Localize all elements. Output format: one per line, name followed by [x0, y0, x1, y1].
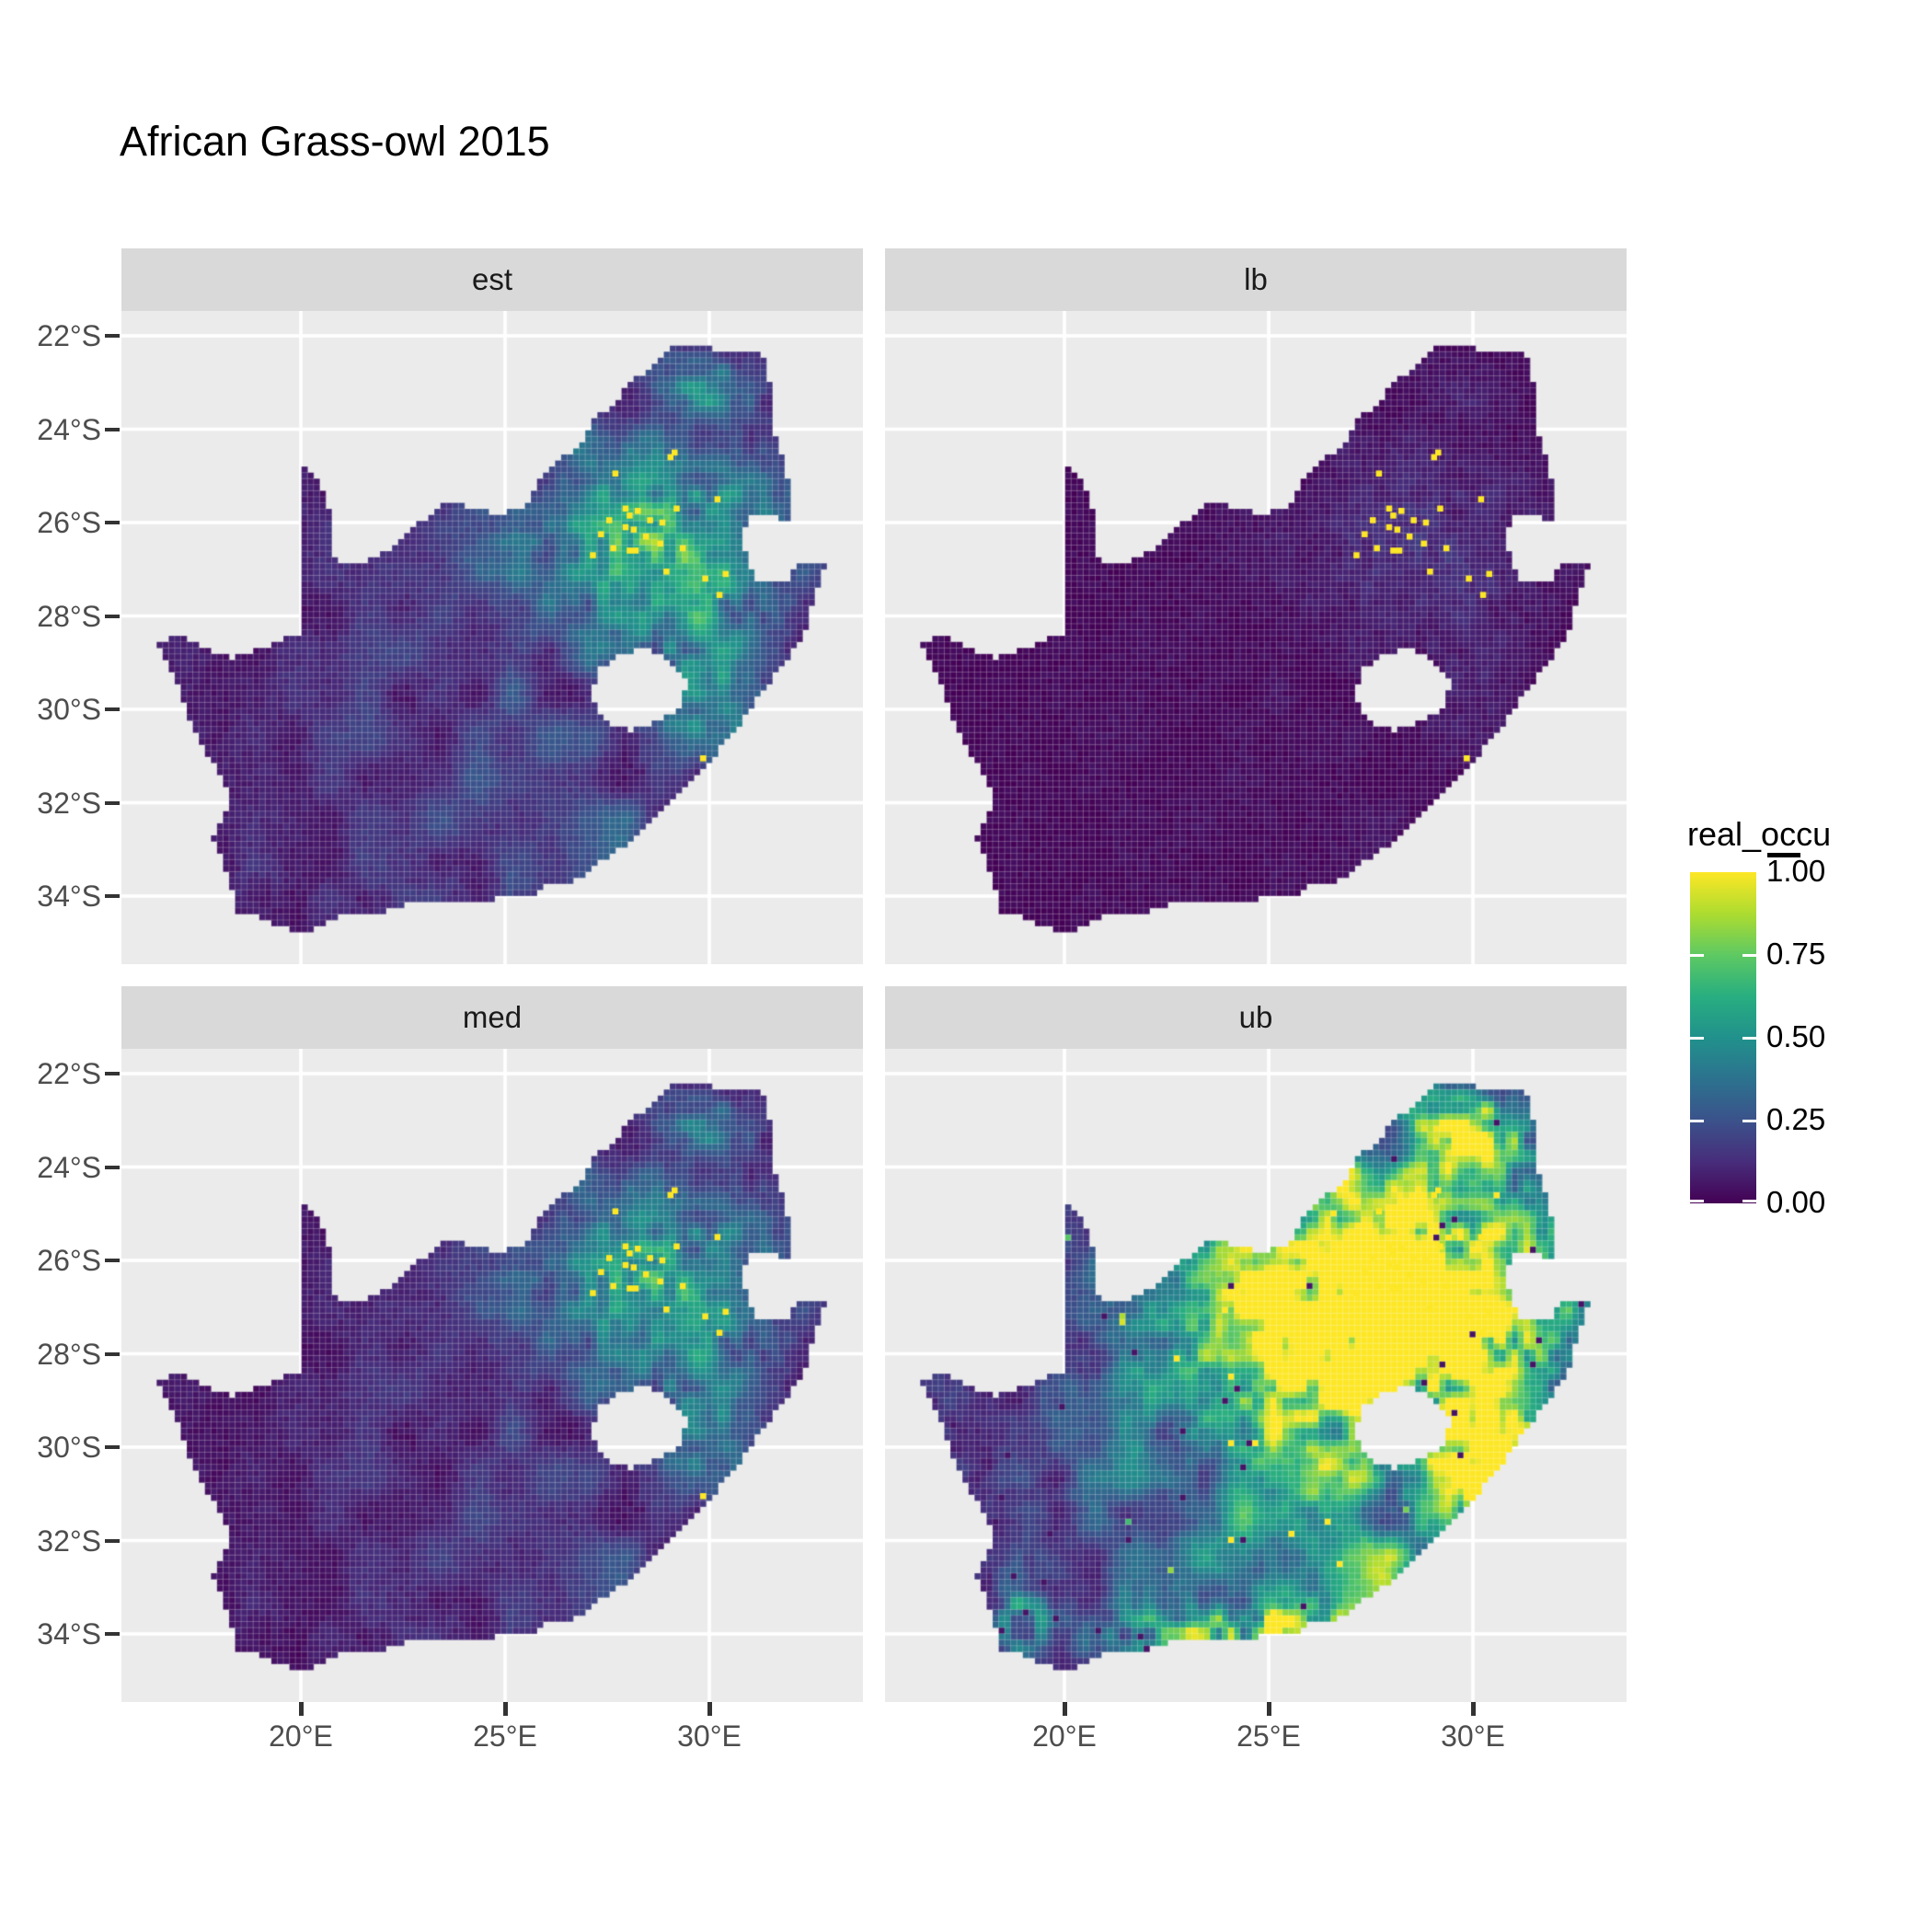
- x-tick-mark: [1470, 1702, 1476, 1716]
- x-tick-mark: [1062, 1702, 1067, 1716]
- legend-tick-mark: [1742, 953, 1756, 957]
- y-tick-label: 34°S: [37, 880, 101, 913]
- legend-tick-label: 0.00: [1766, 1185, 1826, 1219]
- facet-raster-map-lb: [885, 311, 1627, 964]
- facet-raster-map-med: [121, 1049, 863, 1702]
- plot-title: African Grass-owl 2015: [120, 118, 550, 165]
- legend-tick-label: 0.50: [1766, 1019, 1826, 1053]
- y-tick-label: 34°S: [37, 1617, 101, 1650]
- facet-raster-map-est: [121, 311, 863, 964]
- y-tick-label: 22°S: [37, 319, 101, 352]
- y-tick-label: 32°S: [37, 786, 101, 820]
- facet-strip-label-ub: ub: [1238, 1000, 1273, 1034]
- x-tick-mark: [1266, 1702, 1271, 1716]
- x-tick-mark: [707, 1702, 712, 1716]
- y-tick-label: 32°S: [37, 1524, 101, 1558]
- y-tick-label: 30°S: [37, 1431, 101, 1464]
- y-tick-label: 22°S: [37, 1057, 101, 1090]
- facet-strip-est: est: [121, 248, 863, 311]
- y-tick-mark: [105, 1351, 120, 1356]
- x-tick-label: 30°E: [1441, 1719, 1505, 1753]
- y-tick-mark: [105, 521, 120, 524]
- y-tick-mark: [105, 1072, 120, 1075]
- y-tick-mark: [105, 800, 120, 805]
- y-tick-label: 26°S: [37, 506, 101, 539]
- y-tick-mark: [105, 614, 120, 618]
- y-tick-mark: [105, 1445, 120, 1449]
- y-tick-mark: [105, 894, 120, 898]
- legend-tick-mark: [1690, 1119, 1704, 1122]
- legend-tick-label: 0.25: [1766, 1102, 1826, 1136]
- x-tick-label: 30°E: [677, 1719, 742, 1753]
- facet-strip-med: med: [121, 986, 863, 1049]
- y-tick-mark: [105, 1632, 120, 1636]
- legend-tick-mark: [1742, 1119, 1756, 1122]
- x-tick-mark: [502, 1702, 508, 1716]
- legend-tick-mark: [1690, 953, 1704, 957]
- facet-strip-label-lb: lb: [1244, 262, 1268, 296]
- legend-title: real_occu: [1687, 815, 1832, 853]
- facet-strip-label-est: est: [471, 262, 513, 296]
- x-tick-mark: [298, 1702, 304, 1716]
- y-tick-label: 28°S: [37, 599, 101, 633]
- facet-strip-label-med: med: [462, 1000, 523, 1034]
- legend-top-tick: [1767, 853, 1800, 857]
- y-tick-label: 24°S: [37, 1150, 101, 1184]
- legend-tick-mark: [1690, 1200, 1704, 1202]
- legend-tick-mark: [1742, 1200, 1756, 1202]
- y-tick-label: 28°S: [37, 1337, 101, 1371]
- legend-tick-label: 0.75: [1766, 937, 1826, 971]
- legend-tick-label: 1.00: [1766, 854, 1826, 888]
- y-tick-mark: [105, 1259, 120, 1262]
- legend-tick-mark: [1742, 1036, 1756, 1040]
- y-tick-mark: [105, 427, 120, 431]
- facet-raster-map-ub: [885, 1049, 1627, 1702]
- x-tick-label: 25°E: [473, 1719, 537, 1753]
- x-tick-label: 25°E: [1236, 1719, 1301, 1753]
- y-tick-label: 30°S: [37, 693, 101, 726]
- y-tick-mark: [105, 1538, 120, 1543]
- y-tick-label: 26°S: [37, 1244, 101, 1277]
- x-tick-label: 20°E: [1032, 1719, 1097, 1753]
- legend-tick-mark: [1690, 1036, 1704, 1040]
- y-tick-mark: [105, 334, 120, 338]
- facet-strip-ub: ub: [885, 986, 1627, 1049]
- y-tick-mark: [105, 707, 120, 711]
- x-tick-label: 20°E: [269, 1719, 333, 1753]
- y-tick-label: 24°S: [37, 412, 101, 446]
- y-tick-mark: [105, 1165, 120, 1169]
- facet-strip-lb: lb: [885, 248, 1627, 311]
